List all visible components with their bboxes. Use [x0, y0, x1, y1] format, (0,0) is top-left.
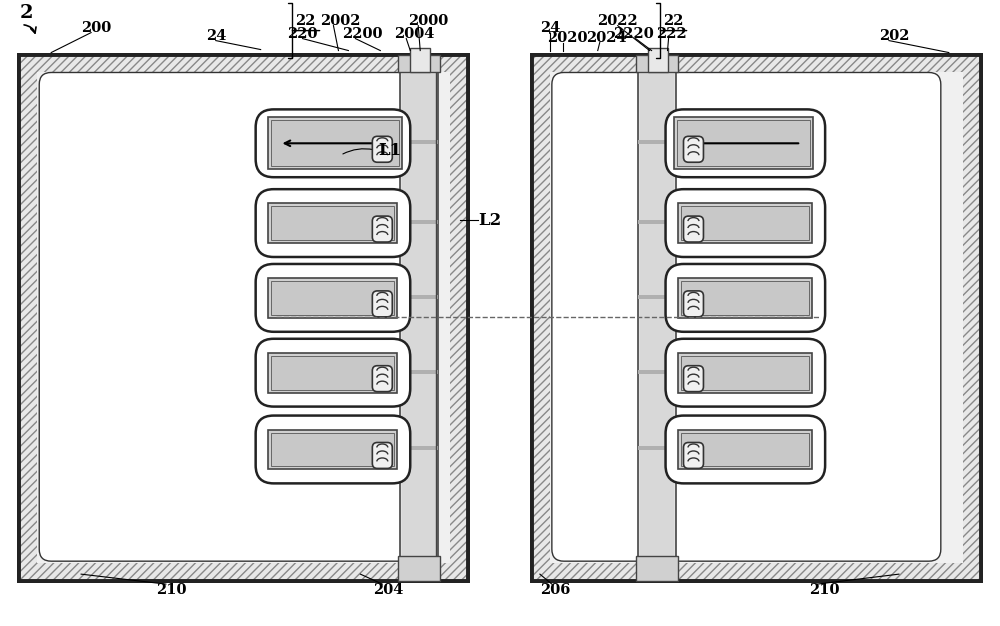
Bar: [648, 48, 668, 73]
Text: 2002: 2002: [320, 14, 361, 28]
Bar: [271, 433, 394, 466]
Bar: [963, 54, 981, 581]
Text: 22: 22: [663, 14, 684, 28]
FancyBboxPatch shape: [372, 366, 392, 392]
Bar: [400, 370, 438, 374]
Bar: [400, 220, 438, 224]
FancyBboxPatch shape: [666, 264, 825, 332]
Text: 2024: 2024: [586, 31, 627, 44]
Bar: [271, 120, 399, 167]
Bar: [550, 54, 963, 73]
Bar: [268, 117, 402, 169]
Bar: [638, 73, 676, 558]
Bar: [532, 54, 981, 581]
Bar: [19, 54, 468, 581]
Bar: [640, 74, 674, 556]
Bar: [532, 54, 981, 581]
Bar: [681, 281, 809, 315]
Text: 2022: 2022: [597, 14, 638, 28]
Bar: [638, 370, 676, 374]
FancyBboxPatch shape: [666, 339, 825, 407]
Bar: [636, 556, 678, 581]
Bar: [268, 203, 397, 243]
Bar: [271, 206, 394, 240]
FancyBboxPatch shape: [372, 136, 392, 162]
Bar: [681, 206, 809, 240]
FancyBboxPatch shape: [684, 136, 703, 162]
Bar: [271, 356, 394, 389]
Text: 206: 206: [540, 583, 570, 597]
Bar: [19, 54, 468, 581]
Text: 2004: 2004: [394, 26, 434, 41]
Bar: [532, 54, 550, 581]
Text: 222: 222: [656, 26, 687, 41]
Bar: [271, 281, 394, 315]
Bar: [400, 295, 438, 299]
Bar: [400, 140, 438, 145]
Bar: [450, 54, 468, 581]
FancyBboxPatch shape: [256, 416, 410, 483]
FancyBboxPatch shape: [372, 291, 392, 317]
Text: 220: 220: [287, 26, 318, 41]
Bar: [677, 120, 810, 167]
Bar: [550, 563, 963, 581]
FancyBboxPatch shape: [666, 110, 825, 177]
Text: L1: L1: [379, 141, 402, 159]
Text: 2: 2: [19, 4, 33, 22]
Text: 24: 24: [540, 21, 560, 34]
FancyBboxPatch shape: [684, 291, 703, 317]
Bar: [400, 73, 438, 558]
Text: L2: L2: [478, 212, 502, 228]
Bar: [268, 352, 397, 393]
Text: 2200: 2200: [342, 26, 383, 41]
Text: 2000: 2000: [408, 14, 448, 28]
Bar: [681, 356, 809, 389]
FancyBboxPatch shape: [666, 189, 825, 257]
Text: 202: 202: [879, 29, 909, 43]
FancyBboxPatch shape: [256, 339, 410, 407]
Bar: [410, 48, 430, 73]
FancyBboxPatch shape: [39, 73, 428, 561]
Text: 24: 24: [206, 29, 226, 43]
Bar: [638, 140, 676, 145]
Bar: [398, 54, 440, 73]
Bar: [681, 433, 809, 466]
Bar: [268, 278, 397, 318]
Bar: [37, 54, 450, 73]
Text: 22: 22: [295, 14, 316, 28]
FancyBboxPatch shape: [256, 264, 410, 332]
Bar: [674, 117, 813, 169]
Text: 200: 200: [81, 21, 111, 34]
FancyBboxPatch shape: [684, 366, 703, 392]
FancyBboxPatch shape: [372, 443, 392, 468]
Bar: [268, 429, 397, 470]
Bar: [678, 352, 812, 393]
Text: 204: 204: [373, 583, 403, 597]
Bar: [400, 446, 438, 451]
Bar: [638, 446, 676, 451]
FancyBboxPatch shape: [684, 443, 703, 468]
FancyBboxPatch shape: [666, 416, 825, 483]
Bar: [678, 429, 812, 470]
Bar: [678, 203, 812, 243]
Bar: [19, 54, 37, 581]
Bar: [638, 295, 676, 299]
Text: 2220: 2220: [613, 26, 654, 41]
Bar: [636, 54, 678, 73]
Bar: [402, 74, 436, 556]
Text: 2020: 2020: [547, 31, 587, 44]
FancyBboxPatch shape: [684, 216, 703, 242]
Bar: [678, 278, 812, 318]
Text: 210: 210: [156, 583, 186, 597]
Bar: [638, 220, 676, 224]
FancyBboxPatch shape: [552, 73, 941, 561]
FancyBboxPatch shape: [256, 189, 410, 257]
Bar: [398, 556, 440, 581]
FancyBboxPatch shape: [372, 216, 392, 242]
Text: 210: 210: [809, 583, 839, 597]
FancyBboxPatch shape: [256, 110, 410, 177]
Bar: [37, 563, 450, 581]
